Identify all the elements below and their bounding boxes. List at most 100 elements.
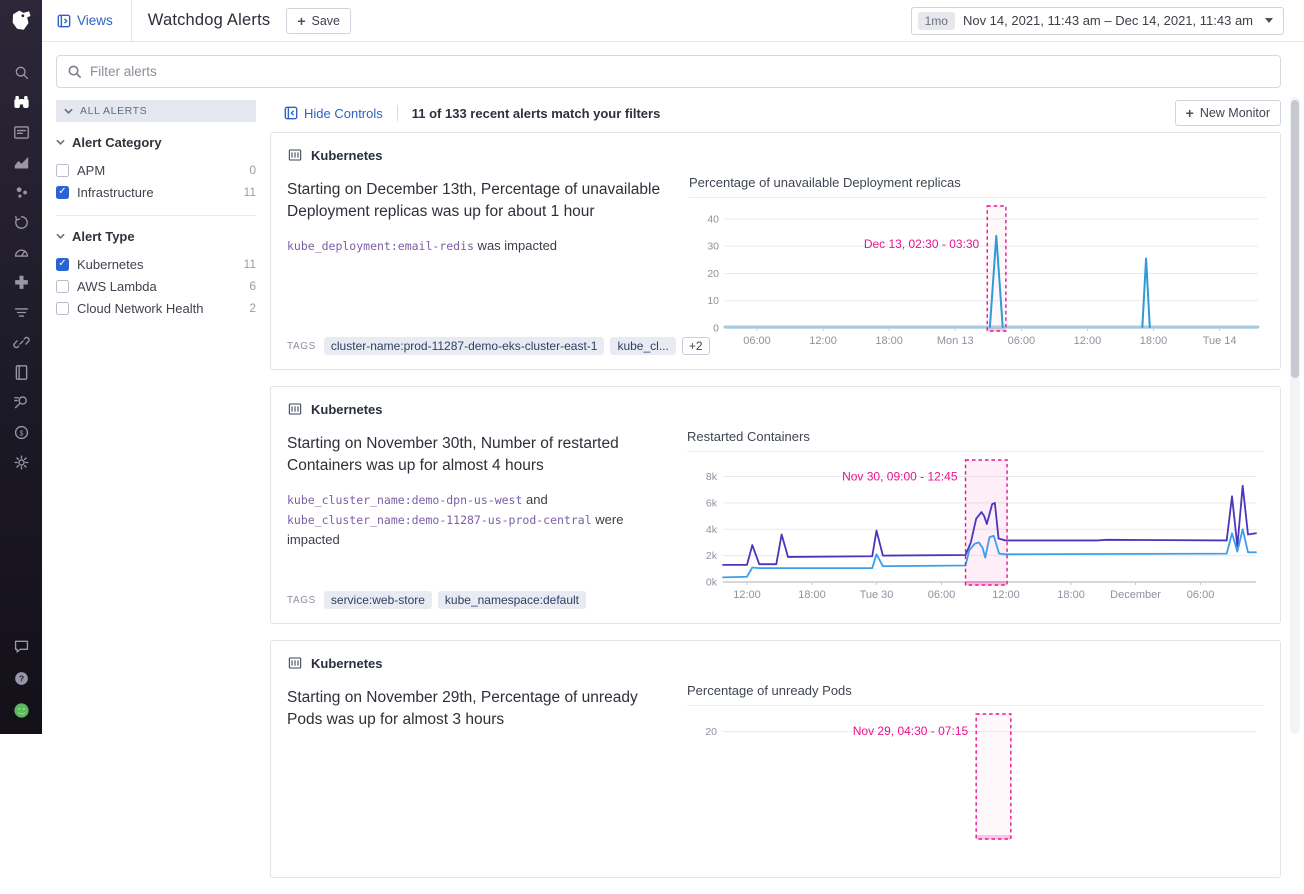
checkbox[interactable] [56,301,69,315]
filter-alerts-input[interactable] [90,64,1270,79]
svg-text:8k: 8k [706,471,718,483]
svg-text:December: December [1110,589,1161,601]
support-chat-icon[interactable] [8,630,34,662]
logs-icon[interactable] [8,297,34,327]
alert-source: Kubernetes [311,655,383,671]
svg-text:30: 30 [707,241,719,253]
new-monitor-button[interactable]: + New Monitor [1174,100,1281,126]
facet-item-cloud-network-health[interactable]: Cloud Network Health 2 [56,297,256,319]
search-icon[interactable] [8,57,34,87]
anomaly-window-label: Nov 29, 04:30 - 07:15 [853,724,969,738]
panel-expand-icon [57,14,71,27]
svg-text:18:00: 18:00 [875,335,903,347]
alert-title: Starting on November 29th, Percentage of… [287,689,638,728]
billing-icon[interactable]: $ [8,417,34,447]
tags-row: TAGS service:web-store kube_namespace:de… [287,591,673,609]
kubernetes-container-icon [288,403,302,415]
svg-text:10: 10 [707,295,719,307]
chevron-down-icon [56,139,65,145]
apm-icon[interactable] [8,237,34,267]
svg-text:Tue 30: Tue 30 [860,589,894,601]
chevron-down-icon [56,233,65,239]
facet-section-alert-type: Alert Type Kubernetes 11 AWS Lambda 6 Cl… [56,229,256,319]
facet-section-title[interactable]: Alert Type [56,229,256,244]
tag-pill[interactable]: cluster-name:prod-11287-demo-eks-cluster… [323,337,605,355]
save-view-button[interactable]: + Save [286,7,351,34]
checkbox[interactable] [56,279,69,293]
divider [130,0,132,42]
settings-icon[interactable] [8,447,34,477]
chart-title: Restarted Containers [687,429,1264,452]
page-content: ALL ALERTS Alert Category APM 0 Infrastr… [42,42,1304,878]
sidebar-nav: $ [8,57,34,477]
facet-section-alert-category: Alert Category APM 0 Infrastructure 11 [56,135,256,203]
svg-text:06:00: 06:00 [1187,589,1215,601]
avatar-icon[interactable] [8,694,34,726]
hide-controls-button[interactable]: Hide Controls [284,106,383,121]
chevron-down-icon [1265,18,1273,23]
datadog-logo[interactable] [8,7,35,39]
integrations-icon[interactable] [8,267,34,297]
notebooks-icon[interactable] [8,357,34,387]
checkbox[interactable] [56,163,69,177]
tags-row: TAGS cluster-name:prod-11287-demo-eks-cl… [287,337,710,355]
svg-text:40: 40 [707,213,719,225]
svg-text:?: ? [18,673,23,683]
timeseries-chart[interactable]: 0 10 20 30 40 Dec 13, 02:30 - 03:30 06:00 12:00… [689,198,1266,355]
time-range-text: Nov 14, 2021, 11:43 am – Dec 14, 2021, 1… [962,13,1253,28]
security-icon[interactable] [8,387,34,417]
app-sidebar: $ ? [0,0,42,734]
facet-item-kubernetes[interactable]: Kubernetes 11 [56,253,256,275]
svg-text:18:00: 18:00 [1057,589,1085,601]
svg-text:06:00: 06:00 [928,589,956,601]
tag-pill-truncated[interactable]: kube_cl... [610,337,676,355]
infrastructure-icon[interactable] [8,177,34,207]
synthetics-icon[interactable] [8,327,34,357]
svg-text:$: $ [19,429,23,437]
time-range-picker[interactable]: 1mo Nov 14, 2021, 11:43 am – Dec 14, 202… [910,6,1284,35]
alerts-match-count: 11 of 133 recent alerts match your filte… [411,105,661,121]
timeseries-chart[interactable]: 0k 2k 4k 6k 8k Nov 30, 09:00 - 12:45 12:00 18:0… [687,452,1264,609]
metrics-icon[interactable] [8,147,34,177]
facet-item-aws-lambda[interactable]: AWS Lambda 6 [56,275,256,297]
checkbox[interactable] [56,185,69,199]
dashboards-icon[interactable] [8,117,34,147]
facet-panel: ALL ALERTS Alert Category APM 0 Infrastr… [56,100,256,319]
timeseries-chart[interactable]: 20 Nov 29, 04:30 - 07:15 [687,706,1264,863]
tag-pill[interactable]: kube_namespace:default [437,591,587,609]
alert-impact: kube_deployment:email-redis was impacted [287,238,558,253]
checkbox[interactable] [56,257,69,271]
svg-text:20: 20 [705,726,717,738]
facet-item-infrastructure[interactable]: Infrastructure 11 [56,181,256,203]
kubernetes-container-icon [288,149,302,161]
svg-text:18:00: 18:00 [1140,335,1168,347]
views-button[interactable]: Views [42,0,131,41]
facet-section-title[interactable]: Alert Category [56,135,256,150]
svg-text:4k: 4k [706,524,718,536]
svg-text:12:00: 12:00 [733,589,761,601]
tag-pill[interactable]: service:web-store [323,591,432,609]
sidebar-bottom: ? [8,630,34,726]
plus-icon: + [297,12,306,29]
divider [396,105,398,121]
all-alerts-header[interactable]: ALL ALERTS [56,100,256,122]
alert-card[interactable]: Kubernetes Starting on November 30th, Nu… [270,386,1281,624]
alert-card[interactable]: Kubernetes Starting on December 13th, Pe… [270,132,1281,370]
alerts-main: Hide Controls 11 of 133 recent alerts ma… [270,100,1281,894]
svg-text:2k: 2k [706,550,718,562]
facet-item-apm[interactable]: APM 0 [56,159,256,181]
plus-icon: + [1185,105,1194,121]
chart-title: Percentage of unready Pods [687,683,1264,706]
scrollbar-track[interactable] [1290,97,1300,734]
svg-text:12:00: 12:00 [809,335,837,347]
watchdog-icon[interactable] [8,87,34,117]
svg-text:06:00: 06:00 [743,335,771,347]
help-icon[interactable]: ? [8,662,34,694]
monitors-icon[interactable] [8,207,34,237]
svg-text:6k: 6k [706,497,718,509]
more-tags-button[interactable]: +2 [681,337,710,355]
alert-card[interactable]: Kubernetes Starting on November 29th, Pe… [270,640,1281,878]
scrollbar-thumb[interactable] [1291,100,1299,378]
svg-text:12:00: 12:00 [992,589,1020,601]
divider [56,215,256,216]
